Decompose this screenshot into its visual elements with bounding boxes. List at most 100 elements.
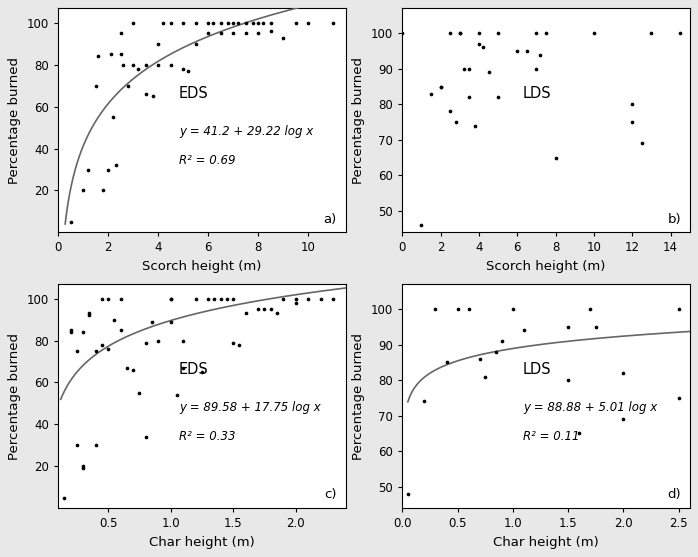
Point xyxy=(133,65,144,74)
Text: c): c) xyxy=(325,488,337,501)
Point xyxy=(71,346,82,355)
Point xyxy=(470,121,481,130)
Point xyxy=(147,317,158,326)
Point xyxy=(674,29,685,38)
Y-axis label: Percentage burned: Percentage burned xyxy=(8,57,22,184)
Point xyxy=(153,336,164,345)
Point xyxy=(177,363,188,372)
Y-axis label: Percentage burned: Percentage burned xyxy=(8,333,22,460)
Point xyxy=(165,317,176,326)
Text: b): b) xyxy=(667,213,681,226)
Point xyxy=(177,336,188,345)
Point xyxy=(445,29,456,38)
Point xyxy=(190,294,201,303)
Point xyxy=(96,340,107,349)
Point xyxy=(258,18,269,27)
Text: EDS: EDS xyxy=(179,86,209,101)
Point xyxy=(496,336,507,345)
Text: R² = 0.11: R² = 0.11 xyxy=(523,430,579,443)
Point xyxy=(123,81,134,90)
Point xyxy=(128,60,139,69)
Point xyxy=(202,29,214,38)
Point xyxy=(491,347,502,356)
Point xyxy=(71,441,82,449)
Text: y = 89.58 + 17.75 log x: y = 89.58 + 17.75 log x xyxy=(179,401,320,414)
Text: d): d) xyxy=(667,488,681,501)
Point xyxy=(445,107,456,116)
Point xyxy=(107,113,119,121)
X-axis label: Char height (m): Char height (m) xyxy=(493,536,599,549)
Point xyxy=(128,18,139,27)
Point xyxy=(93,52,104,61)
Point xyxy=(65,326,76,335)
Point xyxy=(196,368,207,377)
Point xyxy=(426,89,437,98)
Point xyxy=(452,305,463,314)
Point xyxy=(535,50,546,59)
Point xyxy=(90,81,101,90)
Text: y = 41.2 + 29.22 log x: y = 41.2 + 29.22 log x xyxy=(179,125,313,138)
Point xyxy=(302,18,313,27)
Point xyxy=(458,64,469,73)
Point xyxy=(115,294,126,303)
Point xyxy=(627,100,638,109)
Point xyxy=(190,40,201,48)
X-axis label: Char height (m): Char height (m) xyxy=(149,536,255,549)
Point xyxy=(493,29,504,38)
Point xyxy=(215,18,226,27)
Point xyxy=(618,369,629,378)
Y-axis label: Percentage burned: Percentage burned xyxy=(352,333,366,460)
Point xyxy=(77,328,89,336)
Point xyxy=(215,29,226,38)
Point xyxy=(463,93,475,102)
Point xyxy=(140,90,151,99)
Point xyxy=(153,40,164,48)
Point xyxy=(77,462,89,471)
Point xyxy=(272,309,283,318)
Point xyxy=(563,323,574,331)
Point xyxy=(302,294,313,303)
Point xyxy=(165,294,176,303)
Point xyxy=(248,18,259,27)
Point xyxy=(290,294,301,303)
Point xyxy=(103,165,114,174)
Point xyxy=(202,18,214,27)
Point xyxy=(77,186,89,195)
Point xyxy=(512,47,523,56)
Point xyxy=(519,326,530,335)
Point xyxy=(171,390,182,399)
Point xyxy=(82,165,94,174)
Point xyxy=(278,33,289,42)
Point xyxy=(65,328,76,336)
Point xyxy=(158,18,169,27)
Point xyxy=(105,50,117,59)
Point xyxy=(315,294,326,303)
Point xyxy=(265,18,276,27)
Point xyxy=(530,64,542,73)
Point xyxy=(441,358,452,367)
Point xyxy=(618,415,629,424)
X-axis label: Scorch height (m): Scorch height (m) xyxy=(142,260,262,273)
Point xyxy=(109,315,120,324)
Point xyxy=(480,372,491,381)
Point xyxy=(473,40,484,48)
Point xyxy=(450,118,461,126)
Point xyxy=(84,311,95,320)
Point xyxy=(215,294,226,303)
Point xyxy=(435,82,446,91)
Point xyxy=(278,294,289,303)
Point xyxy=(259,305,270,314)
Point xyxy=(134,388,145,397)
Point xyxy=(84,309,95,318)
Point xyxy=(483,68,494,77)
Point xyxy=(521,47,533,56)
Point xyxy=(96,294,107,303)
Point xyxy=(110,161,121,170)
Point xyxy=(240,18,251,27)
Point xyxy=(153,60,164,69)
Point xyxy=(327,294,339,303)
Text: y = 88.88 + 5.01 log x: y = 88.88 + 5.01 log x xyxy=(523,401,658,414)
Text: a): a) xyxy=(324,213,337,226)
Point xyxy=(147,92,158,101)
Point xyxy=(117,60,128,69)
